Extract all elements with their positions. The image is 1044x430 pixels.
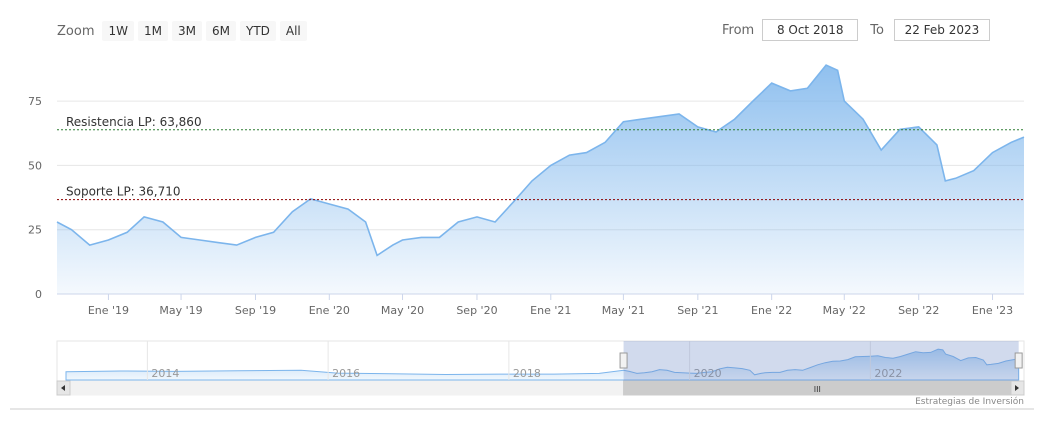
navigator-tick-label: 2020: [694, 367, 722, 380]
to-label: To: [870, 22, 884, 38]
zoom-1w-button[interactable]: 1W: [102, 21, 134, 41]
x-tick-label: Ene '20: [309, 304, 350, 317]
x-tick-label: May '22: [823, 304, 866, 317]
to-date-input[interactable]: 22 Feb 2023: [893, 19, 990, 41]
zoom-3m-button[interactable]: 3M: [171, 21, 202, 41]
scrollbar-track: [56, 380, 1025, 396]
from-label: From: [722, 22, 755, 38]
navigator-tick-label: 2016: [332, 367, 360, 380]
x-tick-label: Ene '22: [751, 304, 792, 317]
x-tick-label: Sep '22: [898, 304, 939, 317]
scroll-right-button: [1010, 380, 1025, 396]
zoom-6m-button[interactable]: 6M: [205, 21, 236, 41]
x-tick-label: Sep '21: [677, 304, 718, 317]
x-tick-label: Ene '23: [972, 304, 1013, 317]
resistance-label: Resistencia LP: 63,860: [66, 115, 202, 129]
x-tick-label: Ene '19: [88, 304, 129, 317]
scrollbar-thumb: [623, 380, 1012, 396]
price-area: [57, 65, 1024, 294]
x-tick-label: May '21: [602, 304, 645, 317]
y-tick-label: 25: [28, 224, 42, 237]
zoom-label: Zoom: [57, 23, 95, 39]
y-tick-label: 0: [35, 288, 42, 301]
x-tick-label: Sep '20: [456, 304, 497, 317]
support-label: Soporte LP: 36,710: [66, 185, 181, 199]
navigator-right-handle: [1014, 352, 1023, 369]
credit-text: Estrategias de Inversión: [915, 397, 1024, 407]
navigator-left-handle: [619, 352, 628, 369]
navigator: 2014 2016 2018 2020 2022 III: [56, 340, 1025, 396]
scroll-right-arrow-icon: [1015, 385, 1019, 391]
date-range: From 8 Oct 2018 To 22 Feb 2023: [722, 19, 990, 41]
navigator-selection: [623, 341, 1019, 381]
x-tick-label: May '19: [159, 304, 202, 317]
navigator-tick-label: 2014: [151, 367, 179, 380]
x-tick-label: Ene '21: [530, 304, 571, 317]
navigator-tick-label: 2022: [874, 367, 902, 380]
navigator-frame: [56, 340, 1025, 382]
navigator-area: [65, 348, 1020, 381]
zoom-bar: Zoom 1W 1M 3M 6M YTD All: [57, 19, 307, 43]
y-tick-label: 75: [28, 95, 42, 108]
zoom-1m-button[interactable]: 1M: [137, 21, 168, 41]
zoom-ytd-button[interactable]: YTD: [239, 21, 276, 41]
navigator-tick-label: 2018: [513, 367, 541, 380]
price-line: [56, 64, 1025, 257]
x-tick-label: May '20: [381, 304, 424, 317]
scrollbar-grip-icon: III: [814, 385, 821, 394]
from-date-input[interactable]: 8 Oct 2018: [762, 19, 859, 41]
zoom-all-button[interactable]: All: [279, 21, 307, 41]
scroll-left-button: [56, 380, 71, 396]
y-tick-label: 50: [28, 159, 42, 172]
x-tick-label: Sep '19: [235, 304, 276, 317]
scroll-left-arrow-icon: [61, 385, 65, 391]
